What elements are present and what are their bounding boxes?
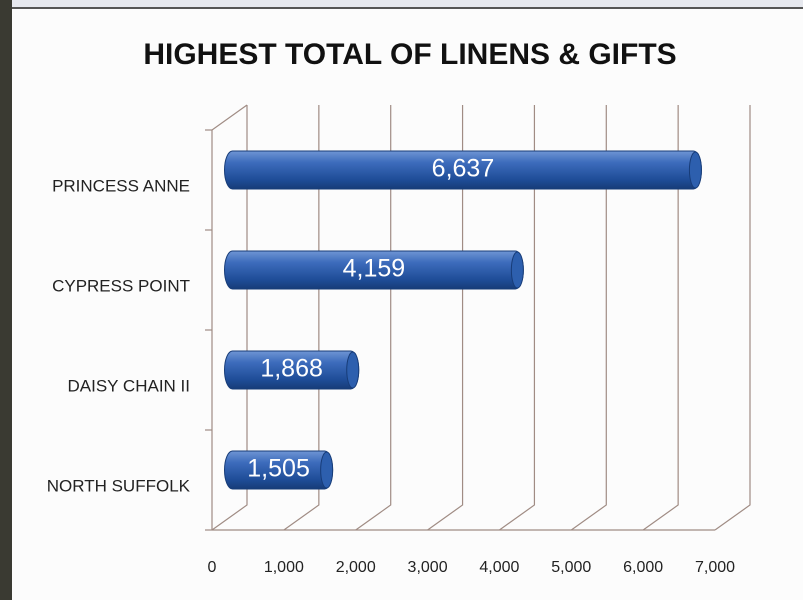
walls — [205, 104, 715, 531]
grid-line — [499, 105, 536, 531]
grid-line — [570, 105, 607, 531]
grid-line — [283, 105, 320, 531]
x-tick-label: 0 — [208, 559, 217, 576]
bar-cap — [320, 451, 334, 489]
x-tick-label: 7,000 — [695, 559, 735, 576]
bar-group: 4,159 — [224, 250, 524, 290]
chart-title: HIGHEST TOTAL OF LINENS & GIFTS — [143, 38, 676, 71]
category-label: NORTH SUFFOLK — [47, 476, 191, 495]
value-label: 4,159 — [343, 255, 406, 283]
left-wall-top — [211, 104, 248, 131]
left-edge — [0, 0, 12, 600]
grid-line — [427, 105, 464, 531]
bar-group: 6,637 — [224, 150, 702, 190]
bar-cap — [346, 351, 360, 389]
category-label: PRINCESS ANNE — [52, 176, 190, 195]
bar-cap — [510, 251, 524, 289]
grid-line — [355, 105, 392, 531]
grid-line — [642, 105, 679, 531]
bar-group: 1,505 — [224, 450, 334, 490]
grid-line — [211, 105, 248, 531]
grid-line — [714, 105, 751, 531]
x-tick-label: 4,000 — [479, 559, 519, 576]
value-label: 1,505 — [247, 455, 310, 483]
category-label: CYPRESS POINT — [52, 276, 190, 295]
bar-cap — [688, 151, 702, 189]
value-label: 1,868 — [260, 355, 323, 383]
category-label: DAISY CHAIN II — [68, 376, 191, 395]
x-tick-label: 3,000 — [408, 559, 448, 576]
x-tick-label: 5,000 — [551, 559, 591, 576]
top-edge — [12, 0, 803, 8]
bar-group: 1,868 — [224, 350, 360, 390]
x-tick-label: 6,000 — [623, 559, 663, 576]
value-label: 6,637 — [432, 155, 495, 183]
x-tick-label: 1,000 — [264, 559, 304, 576]
x-tick-label: 2,000 — [336, 559, 376, 576]
